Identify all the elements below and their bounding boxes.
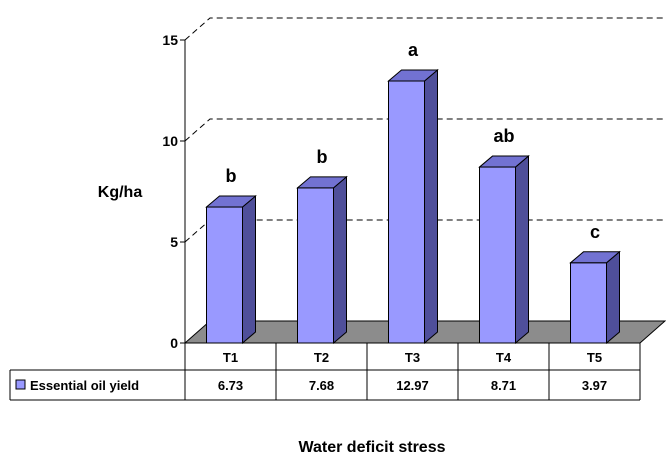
- table-value: 8.71: [491, 378, 516, 393]
- bar-top: [296, 176, 348, 189]
- category-label: T2: [314, 350, 329, 365]
- bar-side: [424, 68, 438, 345]
- bar-front: [479, 166, 516, 344]
- category-label: T3: [405, 350, 420, 365]
- y-tick-label: 0: [170, 335, 178, 351]
- bar-front: [297, 187, 334, 344]
- bar-top: [205, 195, 257, 208]
- y-tick-label: 15: [162, 32, 178, 48]
- table-value: 7.68: [309, 378, 334, 393]
- significance-letter: b: [317, 147, 328, 167]
- y-axis-title: Kg/ha: [98, 184, 143, 201]
- bar-side: [606, 250, 620, 345]
- bar-top: [569, 251, 621, 264]
- bar-t3: a: [387, 40, 439, 345]
- category-label: T5: [587, 350, 602, 365]
- data-table-lines: T1 6.73 T2 7.68 T3 12.97 T4 8.71 T5 3.97: [9, 342, 641, 401]
- bar-t5: c: [569, 222, 621, 345]
- bars: b b a ab c: [205, 40, 621, 345]
- y-tick-label: 5: [170, 234, 178, 250]
- category-label: T4: [496, 350, 512, 365]
- category-label: T1: [223, 350, 238, 365]
- significance-letter: c: [590, 222, 600, 242]
- data-table: T1 6.73 T2 7.68 T3 12.97 T4 8.71 T5 3.97 Essentia…: [9, 342, 641, 401]
- bar-top: [478, 155, 530, 168]
- bar-t2: b: [296, 147, 348, 345]
- significance-letter: b: [226, 166, 237, 186]
- table-value: 12.97: [396, 378, 429, 393]
- legend-swatch: [15, 379, 26, 390]
- legend-series-name: Essential oil yield: [30, 378, 139, 393]
- y-tick-label: 10: [162, 133, 178, 149]
- bar-top: [387, 69, 439, 82]
- x-axis-title: Water deficit stress: [298, 439, 445, 456]
- gridline: [184, 118, 665, 142]
- bar-t1: b: [205, 166, 257, 345]
- table-value: 6.73: [218, 378, 243, 393]
- bar-front: [206, 206, 243, 344]
- significance-letter: ab: [493, 126, 514, 146]
- bar-front: [388, 80, 425, 344]
- bar-side: [242, 194, 256, 345]
- bar-t4: ab: [478, 126, 530, 345]
- gridline: [184, 17, 665, 41]
- y-axis: 0 5 10 15: [162, 32, 186, 351]
- bar-side: [333, 175, 347, 345]
- significance-letter: a: [408, 40, 419, 60]
- bar-front: [570, 262, 607, 344]
- bar-side: [515, 154, 529, 345]
- table-value: 3.97: [582, 378, 607, 393]
